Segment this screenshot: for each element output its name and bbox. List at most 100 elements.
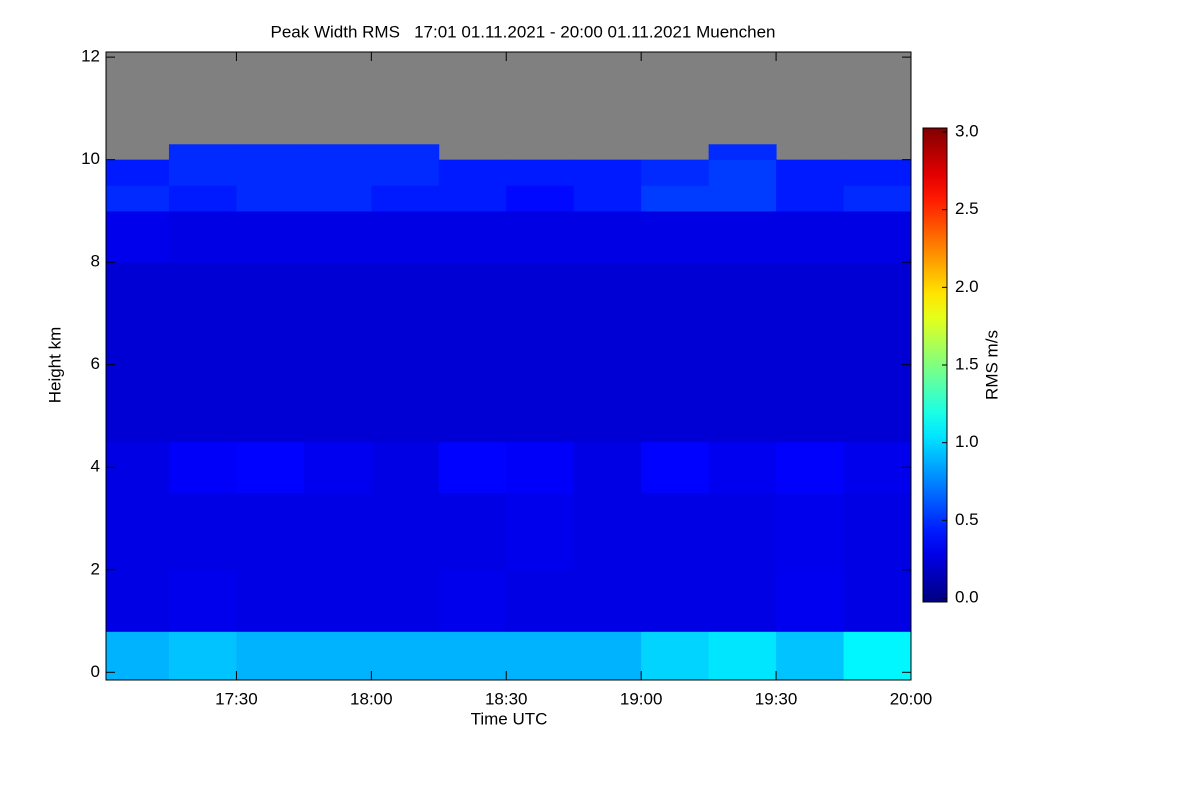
heatmap-cell [303,159,372,186]
heatmap-cell [641,631,710,681]
heatmap-cell [236,262,305,443]
heatmap-cell [641,569,710,632]
heatmap-cell [573,159,642,186]
x-tick-label: 18:30 [485,689,528,708]
heatmap-cell [573,492,642,571]
heatmap-cell [573,441,642,494]
heatmap-cell [708,441,777,494]
heatmap-cell [776,569,845,632]
heatmap-cell [506,159,575,186]
y-axis-label: Height km [45,327,64,404]
heatmap-cell [506,441,575,494]
heatmap-cell [506,631,575,681]
heatmap-cell [168,441,237,494]
heatmap-cell [708,569,777,632]
heatmap-cell [168,210,237,263]
heatmap-cell [371,631,440,681]
heatmap-cell [708,159,777,186]
heatmap-cell [708,262,777,443]
heatmap-cell [371,185,440,212]
heatmap-cell [168,631,237,681]
heatmap-cell [438,569,507,632]
heatmap-cell [843,185,912,212]
heatmap-cell [371,492,440,571]
heatmap-cell [106,185,170,212]
heatmap-cell [303,262,372,443]
heatmap-cell [708,144,777,161]
heatmap-cell [236,569,305,632]
heatmap-cell [236,210,305,263]
heatmap-cell [106,262,170,443]
heatmap-cell [438,631,507,681]
colorbar-tick-label: 2.0 [955,277,979,296]
heatmap-cell [236,631,305,681]
colorbar-tick-label: 3.0 [955,121,979,140]
heatmap-cell [371,262,440,443]
heatmap-cell [776,185,845,212]
heatmap-cell [438,159,507,186]
heatmap-cell [573,569,642,632]
heatmap-cell [843,631,912,681]
heatmap-cell [641,210,710,263]
heatmap-cell [168,569,237,632]
x-tick-label: 20:00 [890,689,933,708]
heatmap-cell [106,441,170,494]
heatmap-cell [236,144,305,161]
heatmap-cell [303,185,372,212]
colorbar-tick-label: 0.5 [955,510,979,529]
colorbar-tick-label: 1.0 [955,432,979,451]
y-tick-label: 0 [91,662,100,681]
heatmap-cell [843,569,912,632]
heatmap-cell [776,441,845,494]
heatmap-cell [776,262,845,443]
heatmap-cell [438,492,507,571]
heatmap-cell [843,262,912,443]
heatmap-cell [776,210,845,263]
y-tick-label: 2 [91,559,100,578]
heatmap-cell [438,185,507,212]
heatmap-cell [708,492,777,571]
heatmap-cell [641,185,710,212]
x-tick-label: 19:30 [755,689,798,708]
heatmap-cell [641,441,710,494]
heatmap-cell [708,210,777,263]
heatmap-cell [843,210,912,263]
heatmap-cell [438,210,507,263]
heatmap-cell [236,159,305,186]
heatmap-cell [303,631,372,681]
x-axis-label: Time UTC [471,709,548,728]
heatmap-cell [371,144,440,161]
heatmap-cell [168,492,237,571]
y-tick-label: 10 [81,149,100,168]
heatmap-cell [506,185,575,212]
heatmap-cell [776,631,845,681]
heatmap-cell [106,210,170,263]
colorbar-tick-label: 0.0 [955,587,979,606]
plot-frame [105,51,912,681]
y-tick-label: 6 [91,354,100,373]
x-tick-label: 19:00 [620,689,663,708]
heatmap-cell [106,492,170,571]
heatmap-cell [843,159,912,186]
heatmap-cell [106,631,170,681]
heatmap-cell [303,569,372,632]
heatmap-cell [303,441,372,494]
heatmap-cell [106,569,170,632]
heatmap-cell [371,159,440,186]
heatmap-cell [371,569,440,632]
heatmap-cell [573,262,642,443]
heatmap-cell [708,631,777,681]
heatmap-cell [168,159,237,186]
y-tick-label: 4 [91,457,100,476]
heatmap-cell [776,492,845,571]
colorbar-tick-label: 1.5 [955,354,979,373]
heatmap-cell [303,210,372,263]
heatmap-cell [641,159,710,186]
heatmap-cell [106,159,170,186]
heatmap-cell [641,492,710,571]
heatmap-cell [776,159,845,186]
heatmap-cell [303,144,372,161]
colorbar-tick-label: 2.5 [955,199,979,218]
heatmap-cell [506,492,575,571]
